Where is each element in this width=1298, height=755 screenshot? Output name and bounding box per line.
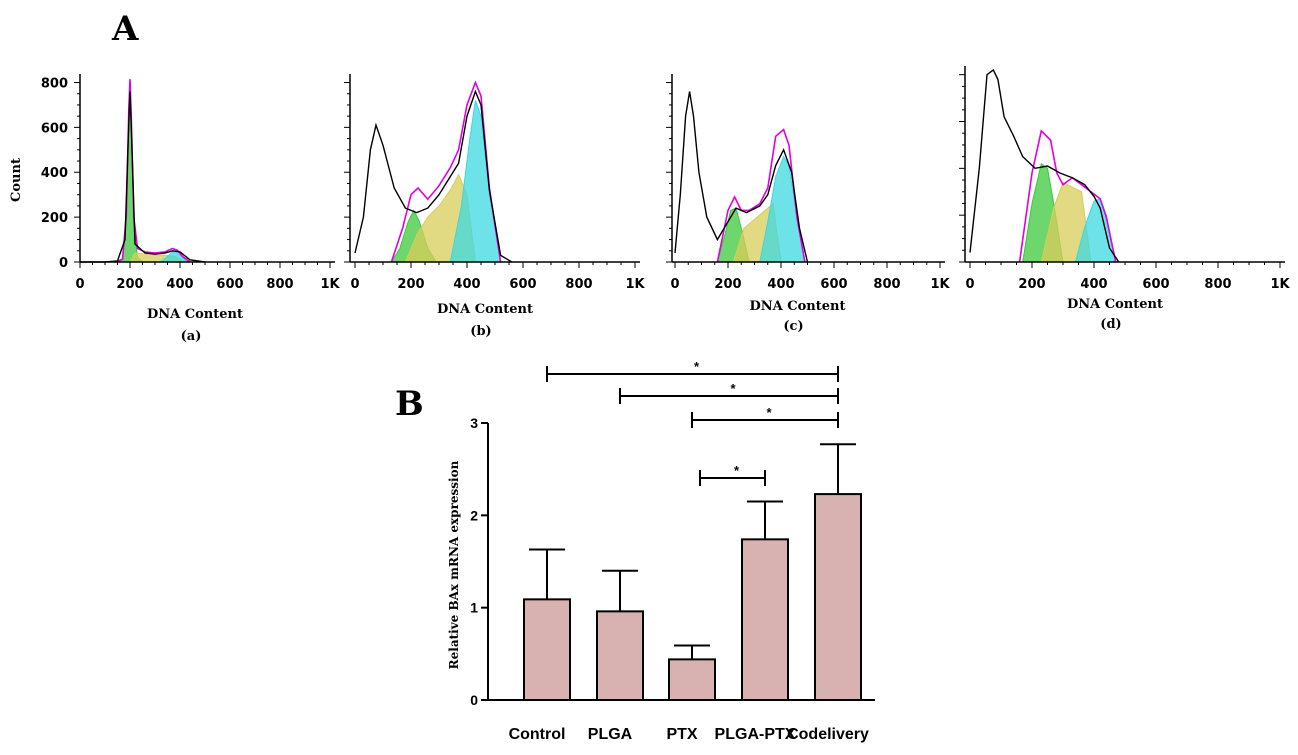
x-tick-label: 200 [116, 277, 143, 292]
histogram-panel-d: 0 200 400 600 800 1K DNA Content (d) [959, 66, 1290, 332]
x-tick-label: 400 [453, 277, 480, 292]
category-label: PLGA [588, 726, 633, 743]
y-tick-label: 0 [59, 256, 68, 271]
category-label: PLGA-PTX [715, 726, 796, 743]
significance-star: * [694, 359, 700, 374]
y-tick-label: 2 [470, 507, 478, 523]
x-tick-label: 200 [397, 277, 424, 292]
y-tick-label: 400 [41, 166, 68, 181]
bar-ptx [668, 658, 716, 702]
category-label: Control [509, 726, 566, 743]
panel-label: (b) [470, 324, 491, 339]
bar-codelivery [814, 493, 862, 702]
x-tick-label: 600 [820, 277, 847, 292]
category-label: PTX [666, 726, 697, 743]
y-tick-label: 3 [470, 415, 478, 431]
histogram-panel-a: 0 200 400 600 800 1K 0 200 400 600 800 Count DNA Con… [9, 74, 340, 344]
series-debris-line [969, 68, 1120, 263]
x-tick-label: 400 [1080, 277, 1107, 292]
significance-star: * [730, 381, 736, 396]
x-axis-title: DNA Content [147, 307, 243, 322]
x-tick-label: 0 [965, 277, 974, 292]
x-tick-label: 1K [930, 277, 950, 292]
x-tick-label: 600 [509, 277, 536, 292]
y-axis-title: Count [9, 158, 24, 202]
x-axis-title: DNA Content [1067, 297, 1163, 312]
panel-b-letter: B [395, 384, 424, 424]
x-tick-label: 400 [166, 277, 193, 292]
category-label: Codelivery [787, 726, 869, 743]
series-fit-line [716, 128, 806, 263]
panel-label: (c) [783, 319, 803, 334]
x-tick-label: 800 [266, 277, 293, 292]
series-g1-area [117, 84, 144, 263]
x-axis-title: DNA Content [437, 302, 533, 317]
y-tick-label: 800 [41, 76, 68, 91]
histogram-panel-c: 0 200 400 600 800 1K DNA Content (c) [666, 74, 950, 334]
bar-control [523, 598, 571, 702]
bar-plga [596, 610, 644, 701]
histogram-panel-b: 0 200 400 600 800 1K DNA Content (b) [344, 74, 645, 339]
panel-label: (a) [181, 329, 202, 344]
x-tick-label: 800 [873, 277, 900, 292]
x-tick-label: 200 [714, 277, 741, 292]
x-tick-label: 800 [1204, 277, 1231, 292]
y-axis-title: Relative BAx mRNA expression [447, 460, 461, 669]
bar-plga-ptx [741, 538, 789, 702]
x-tick-label: 200 [1018, 277, 1045, 292]
series-fit-line [390, 80, 502, 263]
significance-star: * [734, 463, 740, 478]
x-tick-label: 0 [75, 277, 84, 292]
x-tick-label: 600 [216, 277, 243, 292]
x-tick-label: 1K [1270, 277, 1290, 292]
x-axis-title: DNA Content [750, 299, 846, 314]
x-tick-label: 400 [767, 277, 794, 292]
y-tick-label: 200 [41, 211, 68, 226]
x-tick-label: 0 [670, 277, 679, 292]
series-debris-line [674, 91, 809, 263]
y-tick-label: 0 [470, 692, 478, 708]
panel-a-letter: A [111, 9, 139, 49]
x-tick-label: 600 [1142, 277, 1169, 292]
x-tick-label: 1K [320, 277, 340, 292]
series-debris-line [354, 89, 513, 263]
panel-label: (d) [1100, 317, 1121, 332]
x-tick-label: 0 [350, 277, 359, 292]
x-tick-label: 1K [625, 277, 645, 292]
series-debris-line [80, 91, 206, 263]
significance-star: * [766, 405, 772, 420]
series-fit-line [1018, 129, 1117, 263]
y-tick-label: 600 [41, 121, 68, 136]
y-tick-label: 1 [470, 600, 478, 616]
x-tick-label: 800 [565, 277, 592, 292]
